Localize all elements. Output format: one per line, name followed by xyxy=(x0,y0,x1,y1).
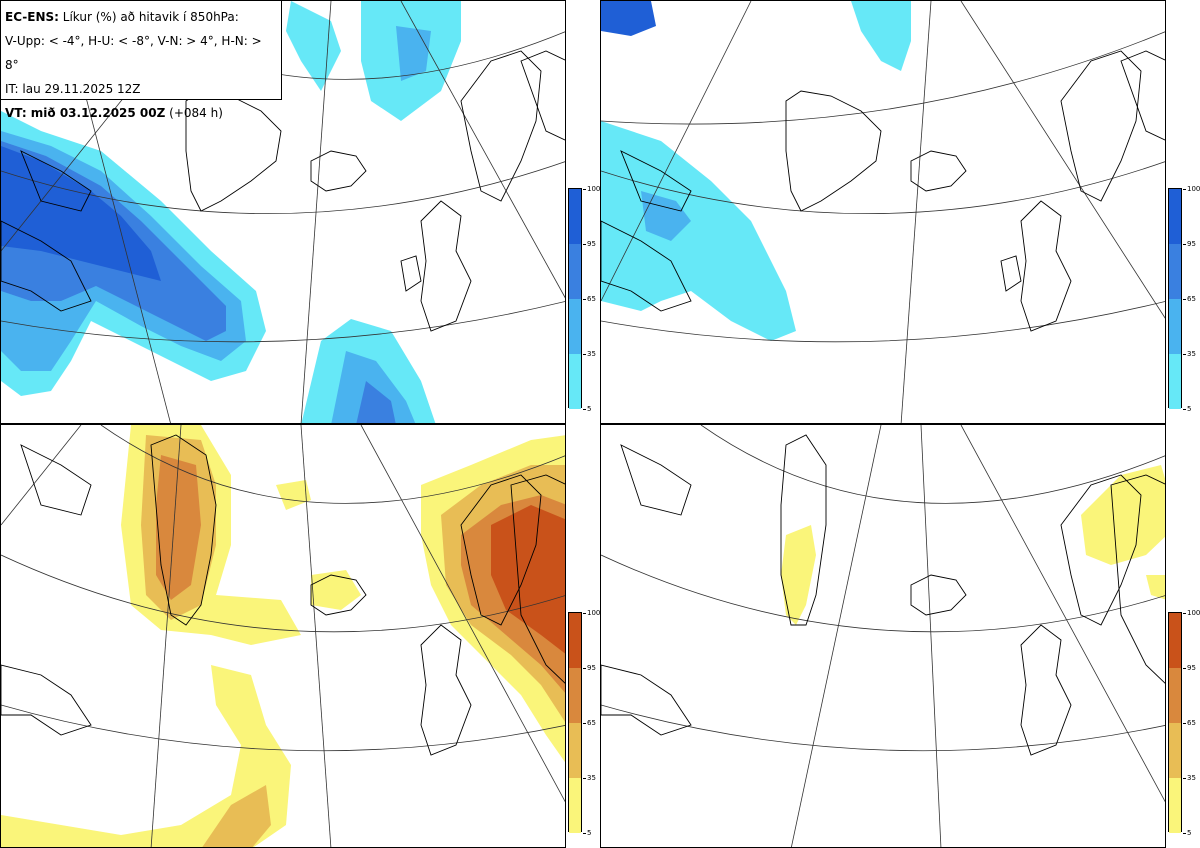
colorbar-tick-mark xyxy=(1183,409,1186,410)
threshold-line: V-Upp: < -4°, H-U: < -8°, V-N: > 4°, H-N… xyxy=(5,34,262,72)
colorbar-tick-label: 5 xyxy=(1187,829,1192,837)
prob-area-light-5 xyxy=(311,570,361,610)
valid-time-line: VT: mið 03.12.2025 00Z (+084 h) xyxy=(5,101,277,125)
colorbar-tick-label: 35 xyxy=(587,350,596,358)
colorbar-tick-mark xyxy=(583,244,586,245)
colorbar-tick-mark xyxy=(583,668,586,669)
colorbar-segment xyxy=(569,299,581,354)
colorbar-tick-label: 95 xyxy=(587,664,596,672)
colorbar-segment xyxy=(569,613,581,668)
title-bold: EC-ENS: xyxy=(5,10,59,24)
colorbar-tick-mark xyxy=(583,833,586,834)
colorbar-tick-mark xyxy=(1183,723,1186,724)
graticule xyxy=(1,425,565,847)
prob-area-dark-2 xyxy=(356,381,396,423)
colorbar-tick-label: 65 xyxy=(587,295,596,303)
colorbar-tick-mark xyxy=(583,354,586,355)
prob-area-light xyxy=(781,525,816,625)
colorbar-warm-left: 100 95 65 35 5 xyxy=(568,609,600,837)
colorbar-tick-label: 100 xyxy=(1187,185,1200,193)
colorbar-tick-mark xyxy=(583,299,586,300)
title-rest: Líkur (%) að hitavik í 850hPa: xyxy=(62,10,239,24)
valid-time-bold: VT: mið 03.12.2025 00Z xyxy=(5,106,166,120)
prob-area-dark xyxy=(156,455,201,600)
colorbar-tick-label: 65 xyxy=(587,719,596,727)
colorbar-segment xyxy=(569,778,581,833)
colorbar-tick-mark xyxy=(583,613,586,614)
colorbar-tick-label: 95 xyxy=(587,240,596,248)
colorbar-tick-label: 5 xyxy=(1187,405,1192,413)
map-canvas-bottom-left xyxy=(1,425,565,847)
coastlines xyxy=(601,434,1165,756)
colorbar-tick-mark xyxy=(1183,778,1186,779)
prob-area-mid xyxy=(641,191,691,241)
map-panel-top-left xyxy=(0,0,566,424)
prob-area-mid-2 xyxy=(202,785,271,847)
colorbar-tick-label: 35 xyxy=(587,774,596,782)
colorbar-tick-mark xyxy=(583,189,586,190)
map-canvas-bottom-right xyxy=(601,425,1165,847)
colorbar-segment xyxy=(569,189,581,244)
colorbar-segment xyxy=(1169,244,1181,299)
colorbar-tick-mark xyxy=(1183,613,1186,614)
prob-area-light-4 xyxy=(276,480,311,510)
colorbar-tick-mark xyxy=(583,723,586,724)
prob-area-light-2 xyxy=(1081,465,1165,565)
colorbar-tick-mark xyxy=(1183,244,1186,245)
graticule xyxy=(601,1,1165,423)
prob-area-light-3 xyxy=(286,1,341,91)
colorbar-tick-label: 100 xyxy=(587,609,601,617)
colorbar-segment xyxy=(1169,668,1181,723)
lead-time: (+084 h) xyxy=(169,106,223,120)
colorbar-tick-label: 100 xyxy=(1187,609,1200,617)
colorbar-tick-mark xyxy=(1183,189,1186,190)
colorbar-tick-label: 100 xyxy=(587,185,601,193)
title-line: EC-ENS: Líkur (%) að hitavik í 850hPa: xyxy=(5,5,277,29)
coastlines xyxy=(1,434,565,756)
colorbar-tick-mark xyxy=(1183,299,1186,300)
colorbar-segment xyxy=(1169,778,1181,833)
info-box: EC-ENS: Líkur (%) að hitavik í 850hPa: V… xyxy=(0,0,282,120)
coastlines xyxy=(1,50,565,332)
map-panel-bottom-right xyxy=(600,424,1166,848)
map-canvas-top-left xyxy=(1,1,565,423)
prob-area-light xyxy=(601,121,796,341)
colorbar-tick-mark xyxy=(583,409,586,410)
colorbar-segment xyxy=(1169,723,1181,778)
colorbar-segment xyxy=(569,354,581,409)
colorbar-tick-label: 95 xyxy=(1187,240,1196,248)
colorbar-tick-label: 5 xyxy=(587,829,592,837)
colorbar-tick-mark xyxy=(583,778,586,779)
colorbar-segment xyxy=(569,723,581,778)
colorbar-tick-mark xyxy=(1183,833,1186,834)
prob-area-darkest-3 xyxy=(491,505,565,654)
prob-area-light-3 xyxy=(1146,575,1165,600)
map-panel-bottom-left xyxy=(0,424,566,848)
prob-area-light-2 xyxy=(851,1,911,71)
colorbar-tick-label: 35 xyxy=(1187,350,1196,358)
colorbar-segment xyxy=(1169,354,1181,409)
colorbar-cold-left: 100 95 65 35 5 xyxy=(568,185,600,413)
colorbar-tick-mark xyxy=(1183,668,1186,669)
colorbar-tick-label: 65 xyxy=(1187,719,1196,727)
colorbar-warm-right: 100 95 65 35 5 xyxy=(1168,609,1200,837)
colorbar-tick-label: 65 xyxy=(1187,295,1196,303)
colorbar-segment xyxy=(569,668,581,723)
colorbar-cold-right: 100 95 65 35 5 xyxy=(1168,185,1200,413)
map-canvas-top-right xyxy=(601,1,1165,423)
colorbar-tick-mark xyxy=(1183,354,1186,355)
colorbar-tick-label: 95 xyxy=(1187,664,1196,672)
colorbar-tick-label: 5 xyxy=(587,405,592,413)
colorbar-segment xyxy=(1169,299,1181,354)
graticule xyxy=(601,425,1165,847)
map-panel-top-right xyxy=(600,0,1166,424)
prob-area-darkest xyxy=(601,1,656,36)
colorbar-tick-label: 35 xyxy=(1187,774,1196,782)
init-time-line: IT: lau 29.11.2025 12Z xyxy=(5,82,141,96)
colorbar-segment xyxy=(1169,189,1181,244)
prob-area-darkest xyxy=(1,146,161,281)
coastlines xyxy=(601,50,1165,332)
colorbar-segment xyxy=(569,244,581,299)
colorbar-segment xyxy=(1169,613,1181,668)
